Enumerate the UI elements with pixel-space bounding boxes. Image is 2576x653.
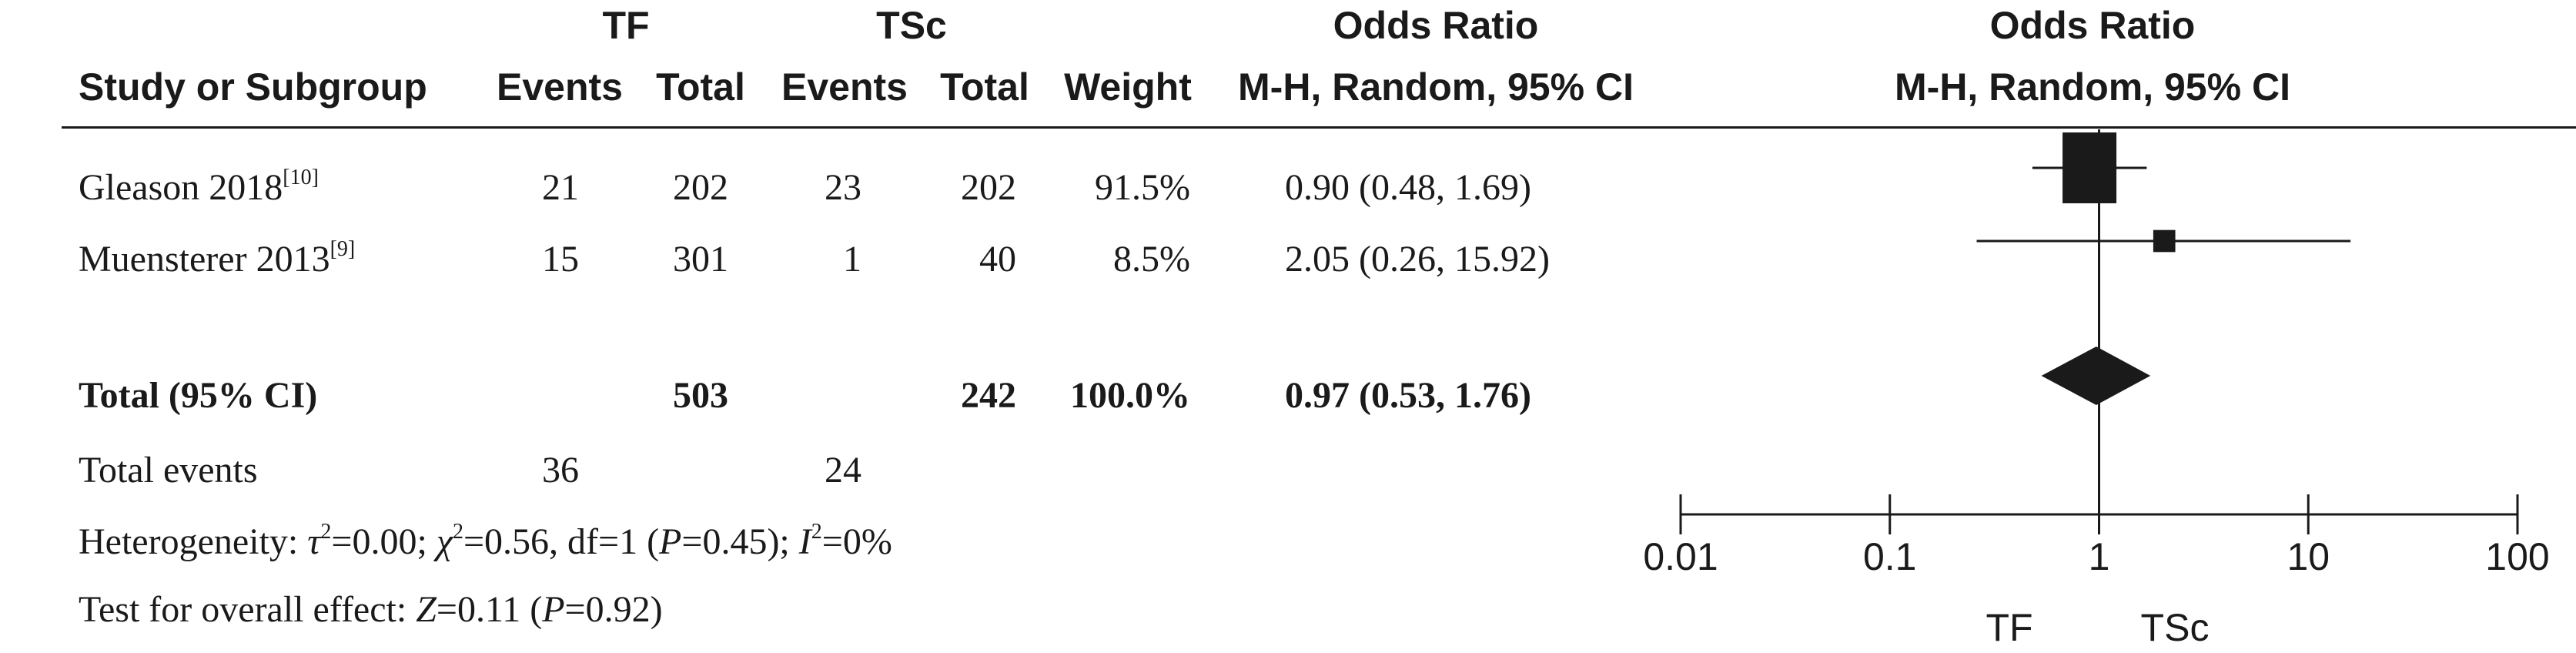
total2-cell: 202 [961, 167, 1016, 208]
study-name-gleason: Gleason 2018[10] [79, 166, 319, 208]
x-tick-label: 100 [2485, 535, 2549, 578]
x-tick-label: 10 [2287, 535, 2330, 578]
total-events-label: Total events [79, 450, 258, 491]
method-header-left: M-H, Random, 95% CI [1238, 65, 1634, 109]
events1-column-header: Events [497, 65, 623, 109]
total1-cell: 301 [673, 239, 728, 280]
events1-cell: 15 [542, 239, 579, 280]
study-point-estimate [2062, 132, 2117, 203]
events1-cell: 21 [542, 167, 579, 208]
events2-column-header: Events [781, 65, 908, 109]
favours-left-label: TF [1986, 606, 2032, 649]
weight-cell: 8.5% [1113, 239, 1190, 280]
favours-right-label: TSc [2141, 606, 2210, 649]
total1-column-header: Total [656, 65, 745, 109]
events2-cell: 1 [843, 239, 861, 280]
odds-ratio-header-right: Odds Ratio [1989, 4, 2196, 47]
study-reference: [9] [330, 237, 356, 261]
study-reference: [10] [283, 166, 319, 189]
heterogeneity-stats: Heterogeneity: τ2=0.00; χ2=0.56, df=1 (P… [79, 520, 892, 562]
group2-header: TSc [876, 4, 947, 47]
method-header-right: M-H, Random, 95% CI [1895, 65, 2290, 109]
study-name-muensterer: Muensterer 2013[9] [79, 237, 356, 280]
x-tick-label: 0.1 [1863, 535, 1917, 578]
total-events2: 24 [825, 450, 861, 491]
total-weight: 100.0% [1070, 375, 1190, 416]
total1-cell: 202 [673, 167, 728, 208]
pooled-diamond [2041, 347, 2151, 405]
pooled-ci-text: 0.97 (0.53, 1.76) [1285, 375, 1531, 416]
total-events1: 36 [542, 450, 579, 491]
overall-effect-test: Test for overall effect: Z=0.11 (P=0.92) [79, 589, 663, 630]
study-column-header: Study or Subgroup [79, 65, 427, 109]
odds-ratio-header-left: Odds Ratio [1333, 4, 1539, 47]
total2-column-header: Total [940, 65, 1029, 109]
study-point-estimate [2153, 229, 2176, 253]
ci-text-cell: 2.05 (0.26, 15.92) [1285, 239, 1550, 280]
weight-column-header: Weight [1064, 65, 1192, 109]
group1-header: TF [602, 4, 650, 47]
events2-cell: 23 [825, 167, 861, 208]
total-row-label: Total (95% CI) [79, 375, 318, 416]
ci-text-cell: 0.90 (0.48, 1.69) [1285, 167, 1531, 208]
x-tick-label: 1 [2089, 535, 2110, 578]
total2-sum: 242 [961, 375, 1016, 416]
total1-sum: 503 [673, 375, 728, 416]
header-divider [62, 126, 2576, 129]
weight-cell: 91.5% [1095, 167, 1190, 208]
total2-cell: 40 [979, 239, 1016, 280]
x-tick-label: 0.01 [1643, 535, 1718, 578]
